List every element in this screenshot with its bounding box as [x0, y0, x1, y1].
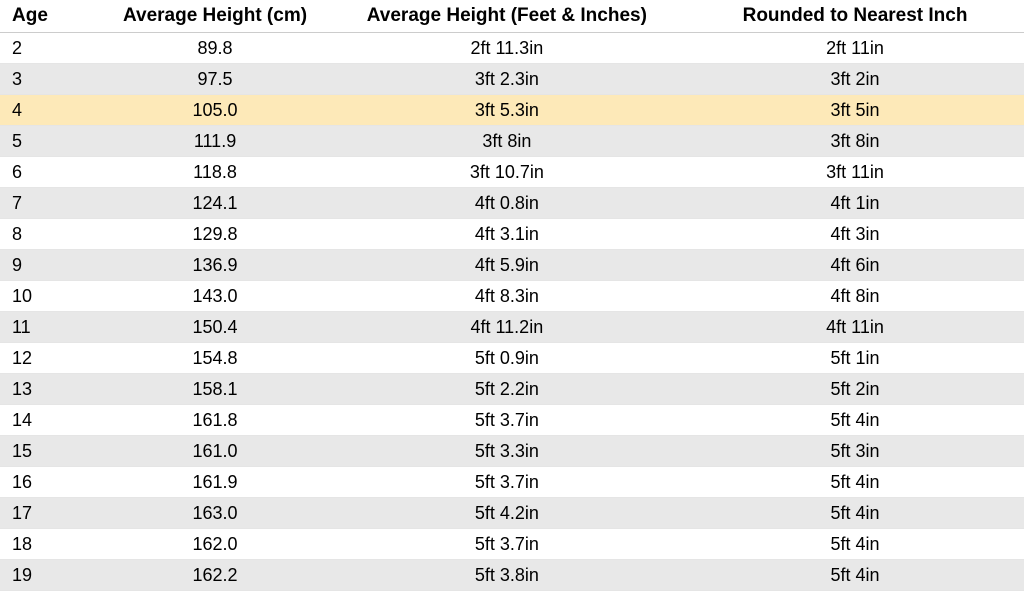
table-row: 10143.04ft 8.3in4ft 8in [0, 281, 1024, 312]
cell-rounded: 3ft 2in [686, 64, 1024, 95]
cell-rounded: 5ft 3in [686, 436, 1024, 467]
col-header-cm: Average Height (cm) [102, 0, 327, 33]
cell-feet-inches: 5ft 3.8in [328, 560, 686, 591]
cell-age: 2 [0, 33, 102, 64]
cell-rounded: 5ft 2in [686, 374, 1024, 405]
cell-cm: 163.0 [102, 498, 327, 529]
cell-rounded: 2ft 11in [686, 33, 1024, 64]
cell-age: 3 [0, 64, 102, 95]
cell-age: 12 [0, 343, 102, 374]
cell-feet-inches: 2ft 11.3in [328, 33, 686, 64]
cell-cm: 161.9 [102, 467, 327, 498]
cell-age: 4 [0, 95, 102, 126]
cell-rounded: 4ft 1in [686, 188, 1024, 219]
cell-feet-inches: 5ft 3.3in [328, 436, 686, 467]
cell-cm: 105.0 [102, 95, 327, 126]
cell-age: 17 [0, 498, 102, 529]
cell-rounded: 4ft 8in [686, 281, 1024, 312]
cell-cm: 162.2 [102, 560, 327, 591]
cell-feet-inches: 5ft 3.7in [328, 405, 686, 436]
cell-feet-inches: 4ft 3.1in [328, 219, 686, 250]
cell-age: 14 [0, 405, 102, 436]
cell-cm: 97.5 [102, 64, 327, 95]
cell-rounded: 3ft 11in [686, 157, 1024, 188]
cell-age: 11 [0, 312, 102, 343]
cell-age: 19 [0, 560, 102, 591]
table-row: 4105.03ft 5.3in3ft 5in [0, 95, 1024, 126]
table-row: 19162.25ft 3.8in5ft 4in [0, 560, 1024, 591]
cell-rounded: 5ft 4in [686, 467, 1024, 498]
cell-feet-inches: 5ft 2.2in [328, 374, 686, 405]
cell-cm: 162.0 [102, 529, 327, 560]
table-row: 9136.94ft 5.9in4ft 6in [0, 250, 1024, 281]
table-row: 12154.85ft 0.9in5ft 1in [0, 343, 1024, 374]
cell-rounded: 4ft 11in [686, 312, 1024, 343]
cell-age: 10 [0, 281, 102, 312]
table-header-row: Age Average Height (cm) Average Height (… [0, 0, 1024, 33]
cell-cm: 118.8 [102, 157, 327, 188]
cell-age: 5 [0, 126, 102, 157]
cell-rounded: 5ft 1in [686, 343, 1024, 374]
cell-age: 15 [0, 436, 102, 467]
cell-feet-inches: 3ft 5.3in [328, 95, 686, 126]
cell-cm: 143.0 [102, 281, 327, 312]
cell-age: 6 [0, 157, 102, 188]
col-header-feet-inches: Average Height (Feet & Inches) [328, 0, 686, 33]
cell-feet-inches: 5ft 4.2in [328, 498, 686, 529]
cell-cm: 150.4 [102, 312, 327, 343]
height-by-age-table: Age Average Height (cm) Average Height (… [0, 0, 1024, 591]
cell-cm: 136.9 [102, 250, 327, 281]
cell-cm: 111.9 [102, 126, 327, 157]
cell-age: 18 [0, 529, 102, 560]
table-row: 17163.05ft 4.2in5ft 4in [0, 498, 1024, 529]
cell-feet-inches: 5ft 3.7in [328, 529, 686, 560]
cell-feet-inches: 4ft 0.8in [328, 188, 686, 219]
cell-rounded: 3ft 8in [686, 126, 1024, 157]
cell-age: 9 [0, 250, 102, 281]
col-header-age: Age [0, 0, 102, 33]
table-row: 15161.05ft 3.3in5ft 3in [0, 436, 1024, 467]
cell-rounded: 3ft 5in [686, 95, 1024, 126]
table-row: 6118.83ft 10.7in3ft 11in [0, 157, 1024, 188]
table-row: 14161.85ft 3.7in5ft 4in [0, 405, 1024, 436]
cell-age: 7 [0, 188, 102, 219]
table-row: 13158.15ft 2.2in5ft 2in [0, 374, 1024, 405]
cell-cm: 161.0 [102, 436, 327, 467]
cell-cm: 158.1 [102, 374, 327, 405]
table-row: 289.82ft 11.3in2ft 11in [0, 33, 1024, 64]
cell-cm: 124.1 [102, 188, 327, 219]
cell-feet-inches: 4ft 11.2in [328, 312, 686, 343]
cell-age: 8 [0, 219, 102, 250]
cell-feet-inches: 3ft 2.3in [328, 64, 686, 95]
cell-rounded: 5ft 4in [686, 498, 1024, 529]
cell-feet-inches: 5ft 3.7in [328, 467, 686, 498]
cell-feet-inches: 5ft 0.9in [328, 343, 686, 374]
cell-feet-inches: 3ft 8in [328, 126, 686, 157]
table-row: 7124.14ft 0.8in4ft 1in [0, 188, 1024, 219]
table-row: 16161.95ft 3.7in5ft 4in [0, 467, 1024, 498]
cell-rounded: 4ft 3in [686, 219, 1024, 250]
cell-cm: 161.8 [102, 405, 327, 436]
table-row: 18162.05ft 3.7in5ft 4in [0, 529, 1024, 560]
cell-feet-inches: 4ft 8.3in [328, 281, 686, 312]
table-row: 397.53ft 2.3in3ft 2in [0, 64, 1024, 95]
table-body: 289.82ft 11.3in2ft 11in397.53ft 2.3in3ft… [0, 33, 1024, 591]
cell-rounded: 4ft 6in [686, 250, 1024, 281]
cell-age: 16 [0, 467, 102, 498]
cell-cm: 89.8 [102, 33, 327, 64]
table-row: 11150.44ft 11.2in4ft 11in [0, 312, 1024, 343]
cell-age: 13 [0, 374, 102, 405]
cell-rounded: 5ft 4in [686, 560, 1024, 591]
table-row: 8129.84ft 3.1in4ft 3in [0, 219, 1024, 250]
cell-rounded: 5ft 4in [686, 529, 1024, 560]
cell-feet-inches: 4ft 5.9in [328, 250, 686, 281]
cell-feet-inches: 3ft 10.7in [328, 157, 686, 188]
col-header-rounded: Rounded to Nearest Inch [686, 0, 1024, 33]
cell-cm: 154.8 [102, 343, 327, 374]
cell-rounded: 5ft 4in [686, 405, 1024, 436]
table-row: 5111.93ft 8in3ft 8in [0, 126, 1024, 157]
cell-cm: 129.8 [102, 219, 327, 250]
